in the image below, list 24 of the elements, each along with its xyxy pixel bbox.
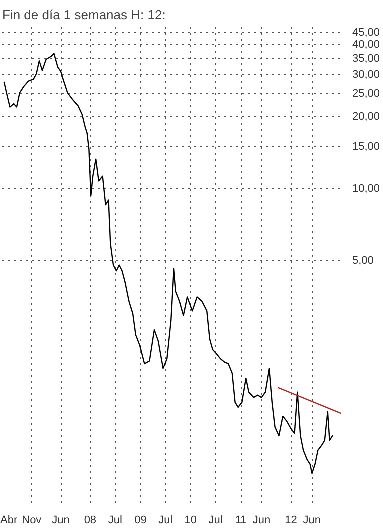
- x-tick-label: 09: [134, 514, 147, 526]
- x-tick-label: Jul: [158, 514, 173, 526]
- x-tick-label: Abr: [0, 514, 18, 526]
- x-tick-label: Nov: [22, 514, 42, 526]
- y-tick-label: 5,00: [352, 255, 374, 268]
- x-tick-label: Jun: [303, 514, 321, 526]
- y-tick-label: 35,00: [352, 53, 380, 66]
- x-tick-label: 10: [184, 514, 198, 526]
- x-tick-label: 08: [84, 514, 97, 526]
- y-tick-label: 10,00: [352, 183, 380, 196]
- y-tick-label: 30,00: [352, 69, 380, 82]
- x-tick-label: Jun: [252, 514, 271, 526]
- chart-title: Fin de día 1 semanas H: 12:: [2, 8, 166, 22]
- y-tick-label: 15,00: [352, 141, 380, 154]
- x-tick-label: 12: [285, 514, 298, 526]
- x-tick-label: Jun: [52, 514, 70, 526]
- line-series: [4, 53, 334, 474]
- x-tick-label: Jul: [208, 514, 223, 526]
- y-tick-label: 45,00: [352, 27, 380, 40]
- x-tick-label: 11: [235, 514, 247, 526]
- y-tick-label: 25,00: [352, 88, 380, 100]
- y-tick-label: 20,00: [352, 111, 380, 124]
- y-tick-label: 40,00: [352, 39, 380, 52]
- x-tick-label: Jul: [108, 514, 122, 526]
